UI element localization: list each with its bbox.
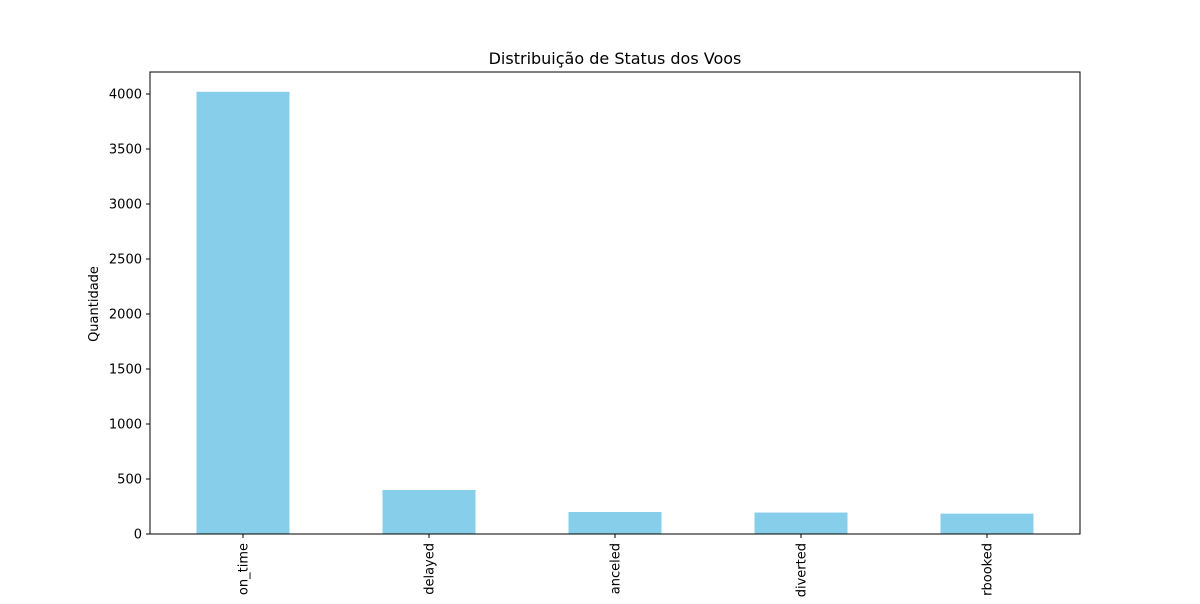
x-tick-label-canceled: anceled xyxy=(609,543,624,594)
bars-layer xyxy=(196,91,1034,535)
y-tick-label: 3000 xyxy=(109,198,142,213)
bar-overbooked xyxy=(940,513,1034,534)
y-tick-label: 3500 xyxy=(109,143,142,158)
x-tick-label-diverted: diverted xyxy=(795,543,810,597)
y-tick-label: 1000 xyxy=(109,418,142,433)
bar-delayed xyxy=(382,490,476,534)
x-axis-ticks: on_time delayed anceled diverted rbooked xyxy=(237,534,996,597)
bar-canceled xyxy=(568,512,662,534)
y-tick-label: 4000 xyxy=(109,88,142,103)
y-axis-ticks: 0 500 1000 1500 2000 2500 3000 3500 4000 xyxy=(109,88,150,543)
y-axis-label: Quantidade xyxy=(87,266,102,342)
bar-diverted xyxy=(754,512,848,534)
x-tick-label-on_time: on_time xyxy=(237,543,252,595)
y-tick-label: 1500 xyxy=(109,363,142,378)
y-tick-label: 2500 xyxy=(109,253,142,268)
x-tick-label-overbooked: rbooked xyxy=(981,543,996,596)
y-tick-label: 2000 xyxy=(109,308,142,323)
bar-on_time xyxy=(196,91,290,535)
plot-frame xyxy=(149,71,1081,535)
x-tick-label-delayed: delayed xyxy=(423,543,438,595)
chart-title: Distribuição de Status dos Voos xyxy=(489,49,742,68)
y-tick-label: 500 xyxy=(117,473,142,488)
y-tick-label: 0 xyxy=(134,528,142,543)
